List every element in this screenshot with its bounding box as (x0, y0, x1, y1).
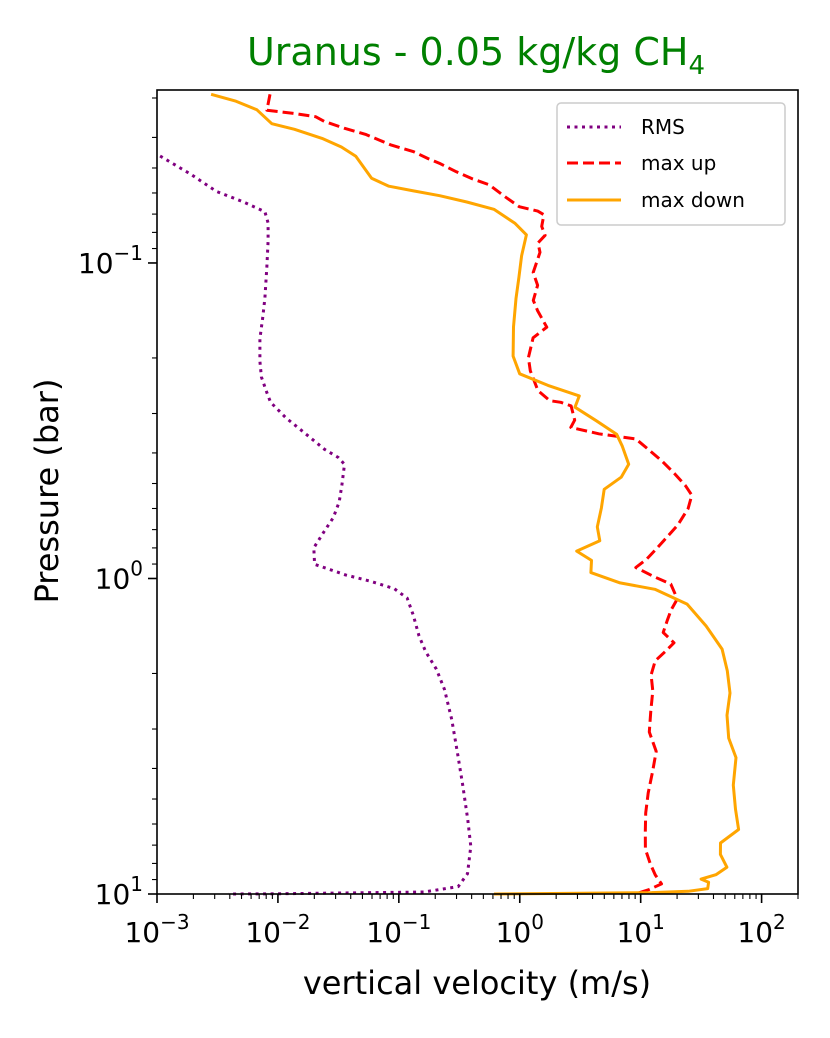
chart-title: Uranus - 0.05 kg/kg CH4 (247, 30, 705, 81)
legend-box (556, 102, 786, 226)
x-tick-label: 102 (737, 910, 785, 949)
legend-label-max-down: max down (641, 188, 745, 212)
x-tick-label: 10−1 (366, 910, 431, 949)
series-line-max-down (210, 92, 741, 896)
x-tick-label: 100 (496, 910, 544, 949)
y-tick-label: 100 (95, 556, 143, 595)
chart-title-subscript: 4 (688, 51, 705, 81)
y-axis-label: Pressure (bar) (28, 379, 66, 604)
tick-layer: 10−3 10−2 10−1 100 101 102 10−1 100 101 (78, 97, 799, 949)
x-tick-label: 10−3 (124, 910, 189, 949)
plot-frame (156, 89, 799, 895)
x-tick-label: 10−2 (245, 910, 310, 949)
series-line-max-up (265, 94, 694, 896)
y-tick-label: 101 (95, 872, 143, 911)
legend-label-max-up: max up (641, 151, 716, 175)
y-tick-label: 10−1 (78, 241, 143, 280)
plot-series (159, 92, 741, 896)
legend-label-rms: RMS (641, 115, 685, 139)
x-axis-label: vertical velocity (m/s) (303, 964, 651, 1002)
legend: RMS max up max down (556, 102, 786, 226)
chart-title-main: Uranus - 0.05 kg/kg CH (247, 30, 689, 74)
x-tick-label: 101 (616, 910, 664, 949)
series-line-rms (159, 154, 473, 896)
